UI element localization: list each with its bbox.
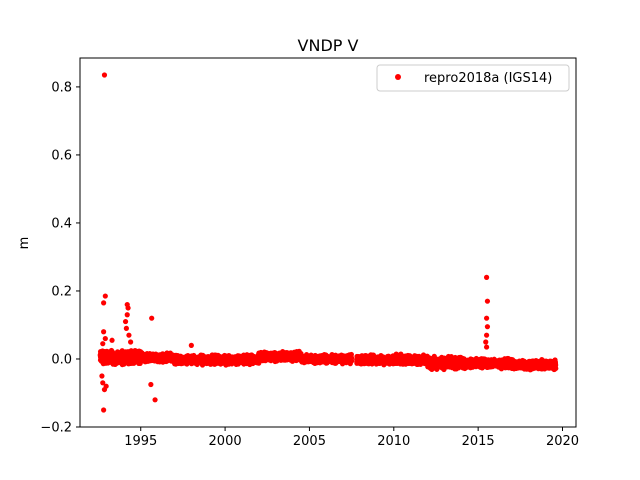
y-axis-label: m (17, 237, 32, 250)
chart-title: VNDP V (298, 36, 359, 55)
data-point (348, 358, 355, 364)
data-points (97, 72, 559, 413)
